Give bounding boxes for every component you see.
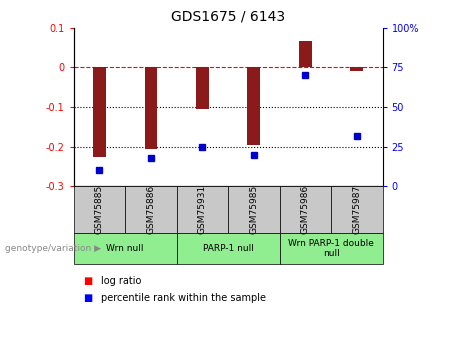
Text: Wrn null: Wrn null [106,244,144,253]
Text: GSM75885: GSM75885 [95,185,104,234]
Text: ■: ■ [83,294,92,303]
Text: GSM75985: GSM75985 [249,185,259,234]
Bar [145,67,157,149]
Bar [350,67,363,71]
Text: GSM75886: GSM75886 [147,185,155,234]
Text: Wrn PARP-1 double
null: Wrn PARP-1 double null [288,239,374,258]
Text: log ratio: log ratio [101,276,142,286]
Text: ■: ■ [83,276,92,286]
Bar [248,67,260,145]
Text: percentile rank within the sample: percentile rank within the sample [101,294,266,303]
Text: GSM75987: GSM75987 [352,185,361,234]
Bar [196,67,209,109]
Title: GDS1675 / 6143: GDS1675 / 6143 [171,10,285,24]
Bar [93,67,106,157]
Bar [299,41,312,67]
Text: PARP-1 null: PARP-1 null [203,244,254,253]
Text: genotype/variation ▶: genotype/variation ▶ [5,244,100,253]
Text: GSM75931: GSM75931 [198,185,207,234]
Text: GSM75986: GSM75986 [301,185,310,234]
